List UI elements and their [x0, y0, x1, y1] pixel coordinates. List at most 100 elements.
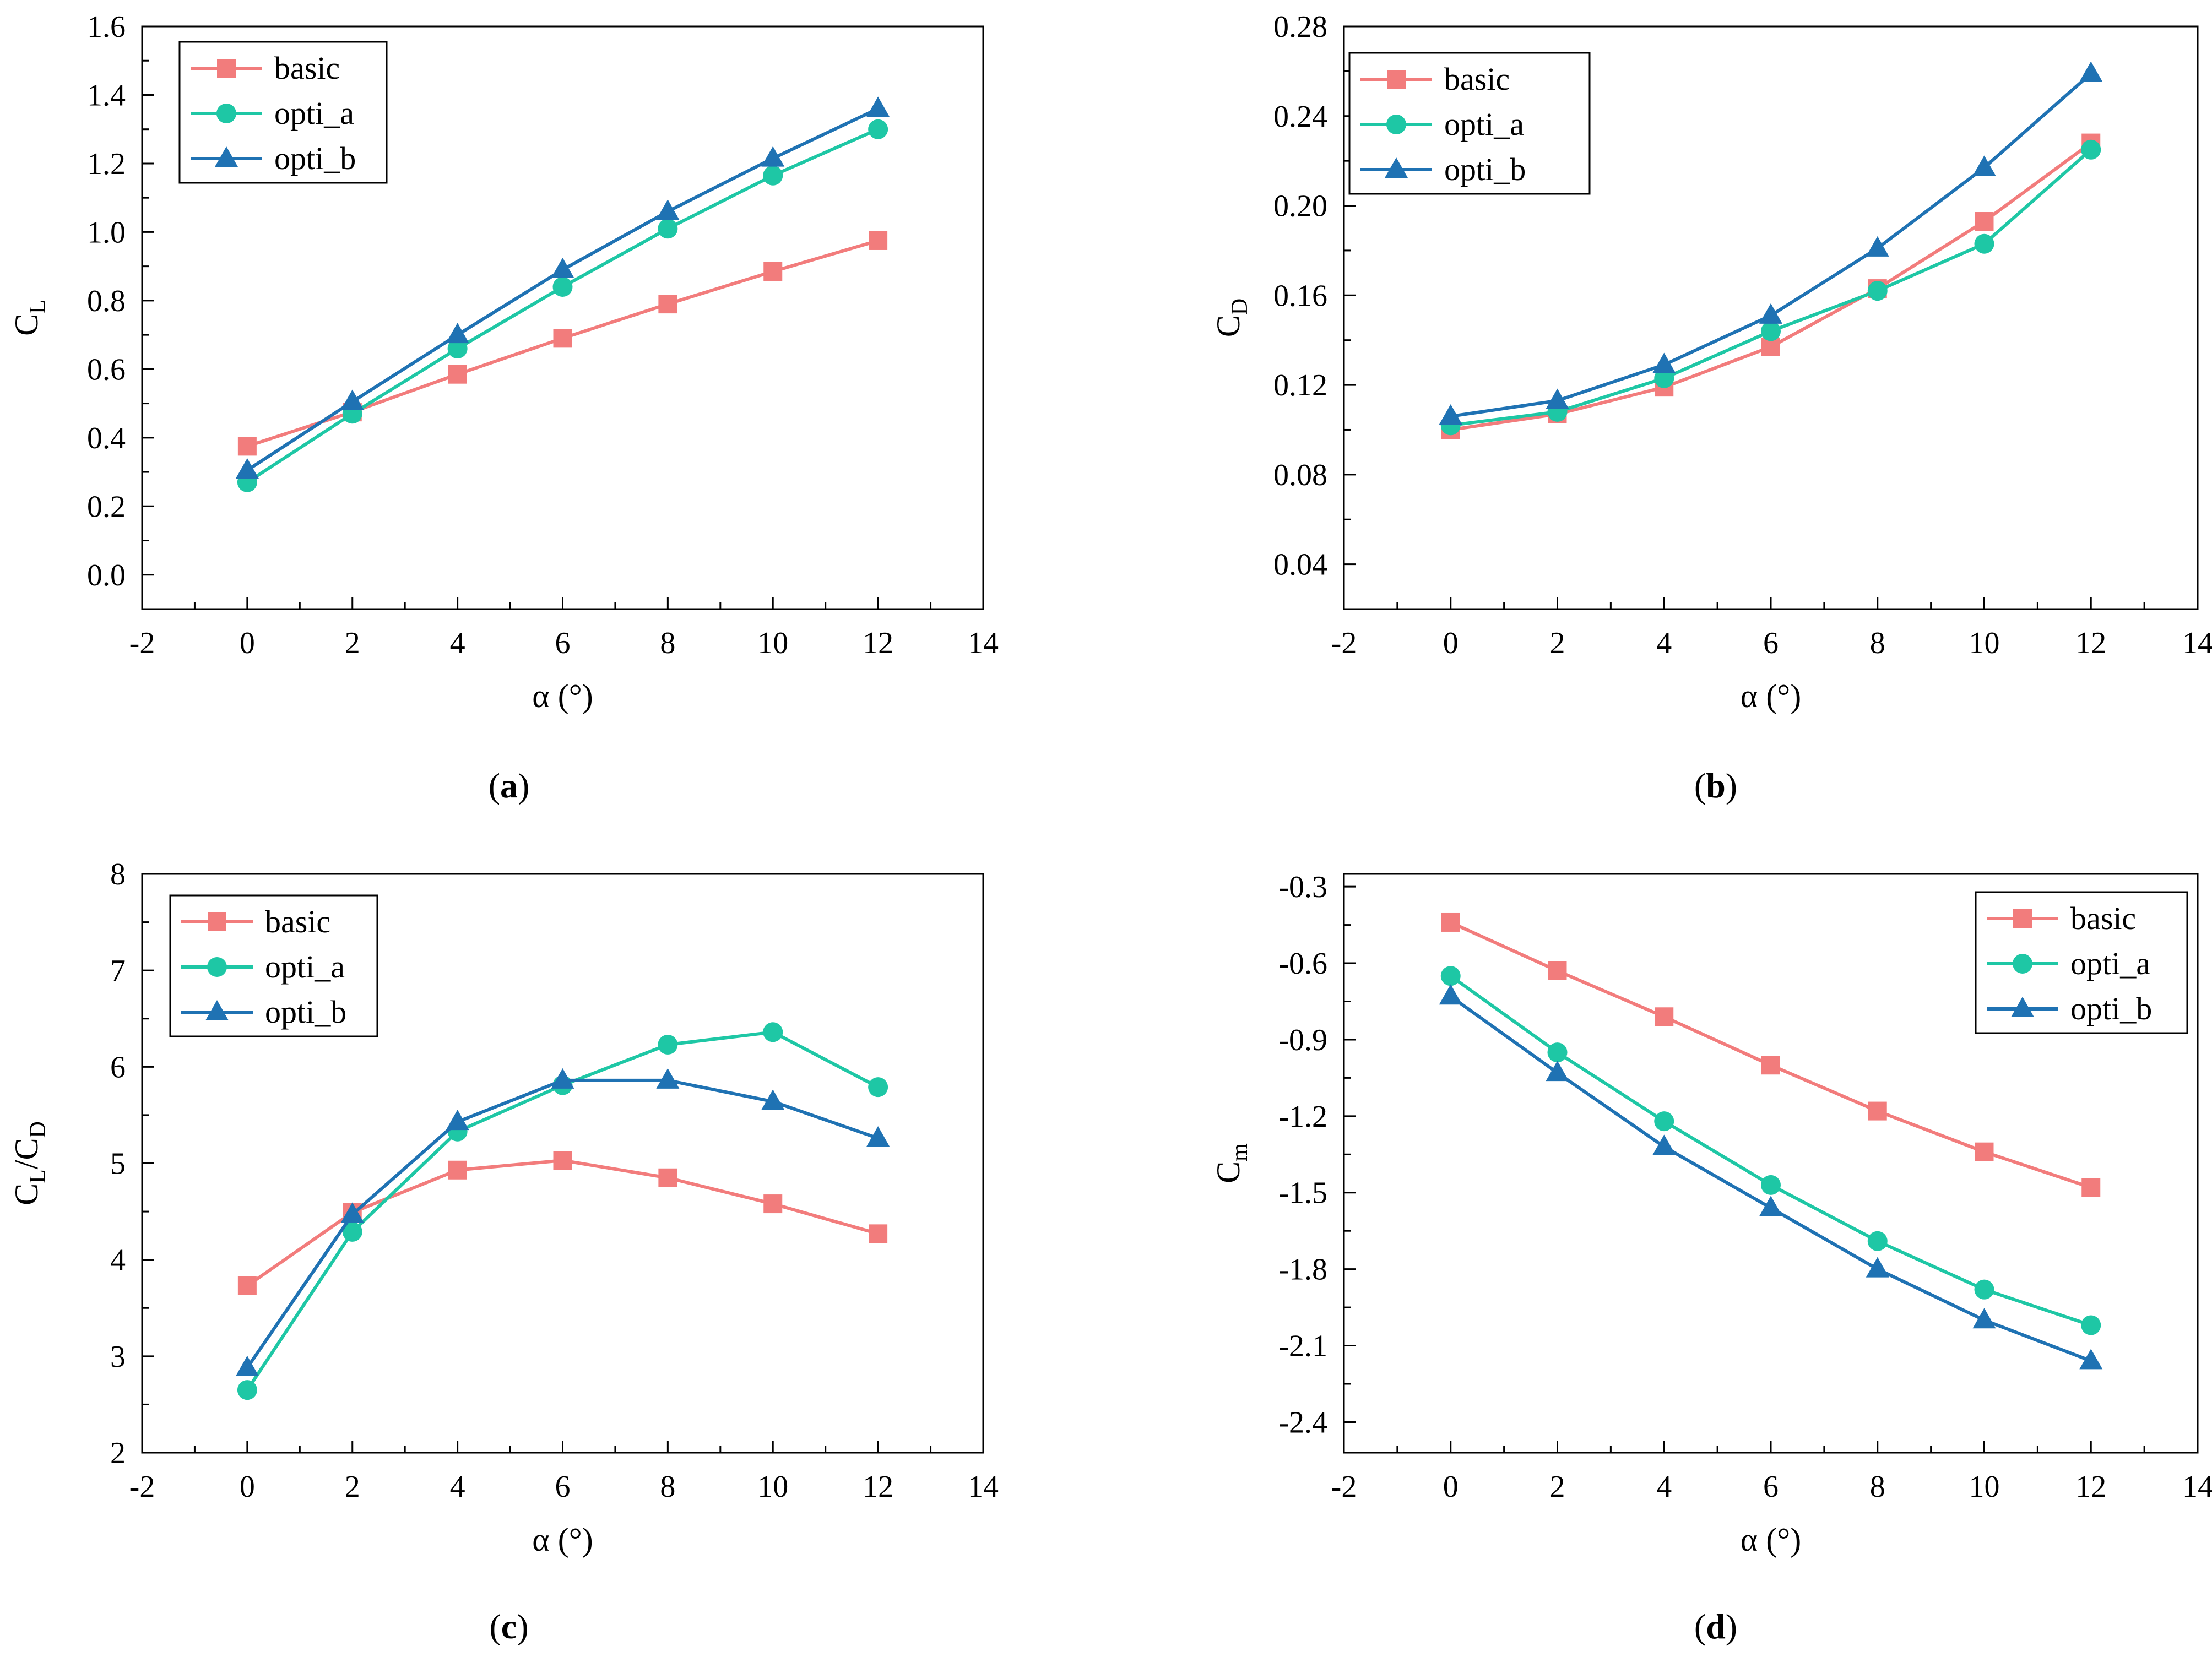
y-tick-label: 0.6	[87, 352, 126, 387]
data-point-opti_a	[1654, 368, 1674, 388]
data-point-basic	[448, 1160, 467, 1180]
x-axis-label: α (°)	[532, 1522, 593, 1558]
data-point-opti_a	[1974, 1279, 1994, 1300]
data-point-basic	[1868, 1101, 1887, 1121]
y-tick-label: 2	[110, 1436, 126, 1470]
data-point-basic	[553, 329, 572, 348]
y-tick-label: 0.4	[87, 421, 126, 455]
x-tick-label: 12	[2075, 626, 2106, 660]
data-point-basic	[1655, 1007, 1674, 1026]
data-point-basic	[1761, 1056, 1780, 1075]
x-tick-label: 4	[450, 626, 465, 660]
data-point-opti_b	[1866, 236, 1889, 257]
y-tick-label: -2.1	[1278, 1329, 1327, 1363]
data-point-basic	[237, 1276, 257, 1295]
y-tick-label: -1.8	[1278, 1253, 1327, 1287]
legend-marker-opti_a	[207, 957, 227, 977]
x-tick-label: 8	[1870, 1470, 1885, 1504]
x-tick-label: 10	[1969, 1470, 2000, 1504]
series-opti_b	[1439, 61, 2103, 425]
x-tick-label: 0	[240, 1470, 255, 1504]
y-tick-label: -1.5	[1278, 1176, 1327, 1210]
y-tick-label: 1.0	[87, 215, 126, 249]
data-point-basic	[2081, 1178, 2101, 1197]
x-tick-label: 14	[968, 626, 999, 660]
x-tick-label: 0	[1443, 1470, 1459, 1504]
x-tick-label: 8	[660, 1470, 675, 1504]
legend-marker-opti_a	[1386, 115, 1406, 134]
data-point-opti_a	[868, 119, 888, 139]
legend-label-opti_a: opti_a	[265, 949, 345, 985]
data-point-basic	[869, 1224, 888, 1243]
series-opti_a	[1440, 139, 2101, 436]
x-tick-label: 12	[2075, 1470, 2106, 1504]
data-point-opti_b	[1546, 1061, 1569, 1082]
series-opti_b	[235, 1068, 890, 1376]
data-point-basic	[763, 1194, 783, 1214]
x-tick-label: 14	[2182, 1470, 2212, 1504]
legend-label-opti_a: opti_a	[2070, 946, 2150, 981]
data-point-opti_b	[656, 199, 680, 220]
y-tick-label: -2.4	[1278, 1405, 1327, 1439]
y-tick-label: 5	[110, 1147, 126, 1181]
data-point-basic	[553, 1151, 572, 1170]
x-tick-label: -2	[129, 1470, 155, 1504]
legend-marker-opti_a	[216, 104, 236, 123]
legend-marker-opti_a	[2013, 954, 2032, 974]
x-tick-label: 2	[1550, 1470, 1565, 1504]
y-axis-label-sub2: D	[25, 1121, 51, 1138]
data-point-opti_b	[1972, 1308, 1996, 1329]
y-axis-label-sub: D	[1227, 298, 1253, 315]
legend-label-opti_a: opti_a	[274, 95, 354, 131]
y-tick-label: 0.28	[1273, 10, 1327, 44]
y-axis-label: CD	[1210, 298, 1253, 337]
legend-label-opti_a: opti_a	[1444, 106, 1524, 142]
legend-marker-opti_b	[215, 146, 238, 167]
panel-label: (c)	[489, 1607, 528, 1646]
y-axis-label-sub: L	[25, 300, 51, 314]
x-tick-label: -2	[129, 626, 155, 660]
x-tick-label: 12	[863, 626, 893, 660]
chart-panel-a: -2 0 2 4 6 8 10 12 14 0.0 0.2 0.4 0.6 0.8 1.0 1.2 1.4 1.6…	[8, 10, 999, 805]
legend-label-basic: basic	[1444, 61, 1510, 97]
data-point-opti_b	[1652, 1134, 1676, 1155]
legend: basic opti_a opti_b	[169, 894, 378, 1037]
x-axis-label: α (°)	[532, 678, 593, 714]
data-point-basic	[1548, 961, 1567, 980]
data-point-basic	[763, 262, 783, 281]
x-tick-label: 6	[555, 1470, 571, 1504]
y-tick-label: 1.2	[87, 147, 126, 181]
legend: basic opti_a opti_b	[178, 41, 388, 184]
y-tick-label: 0.20	[1273, 189, 1327, 224]
x-tick-label: 0	[1443, 626, 1459, 660]
y-tick-label: 0.8	[87, 284, 126, 318]
data-point-opti_a	[2081, 1315, 2101, 1335]
series-opti_b	[1439, 984, 2103, 1370]
data-point-basic	[1975, 1142, 1994, 1161]
x-tick-label: 8	[660, 626, 675, 660]
legend: basic opti_a opti_b	[1975, 891, 2188, 1034]
data-point-opti_a	[2081, 139, 2101, 160]
x-tick-label: 6	[1763, 1470, 1779, 1504]
series-basic	[237, 1151, 888, 1295]
data-point-opti_b	[2079, 61, 2103, 82]
data-point-opti_b	[761, 146, 785, 167]
data-point-opti_a	[658, 1035, 678, 1055]
y-tick-label: 0.16	[1273, 279, 1327, 313]
chart-panel-d: -2 0 2 4 6 8 10 12 14 -2.4 -2.1 -1.8 -1.5 -1.2 -0.9 -0.…	[1210, 870, 2212, 1646]
series-line-opti_b	[246, 1078, 879, 1369]
legend-marker-basic	[2013, 909, 2032, 928]
data-point-basic	[658, 295, 677, 314]
data-point-opti_a	[763, 1022, 783, 1042]
legend-marker-opti_b	[2011, 997, 2034, 1017]
data-point-opti_a	[1867, 281, 1888, 301]
y-tick-label: 0.12	[1273, 368, 1327, 403]
legend: basic opti_a opti_b	[1348, 52, 1591, 195]
data-point-opti_a	[658, 219, 678, 239]
data-point-basic	[1441, 912, 1460, 932]
y-tick-label: -0.9	[1278, 1023, 1327, 1057]
legend-label-basic: basic	[274, 50, 340, 86]
y-axis-label: CL	[8, 300, 51, 336]
x-tick-label: 14	[968, 1470, 999, 1504]
